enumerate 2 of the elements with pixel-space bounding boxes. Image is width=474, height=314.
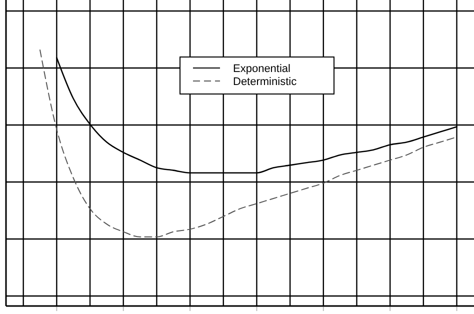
legend-label: Exponential xyxy=(233,63,290,75)
legend-label: Deterministic xyxy=(233,76,298,88)
